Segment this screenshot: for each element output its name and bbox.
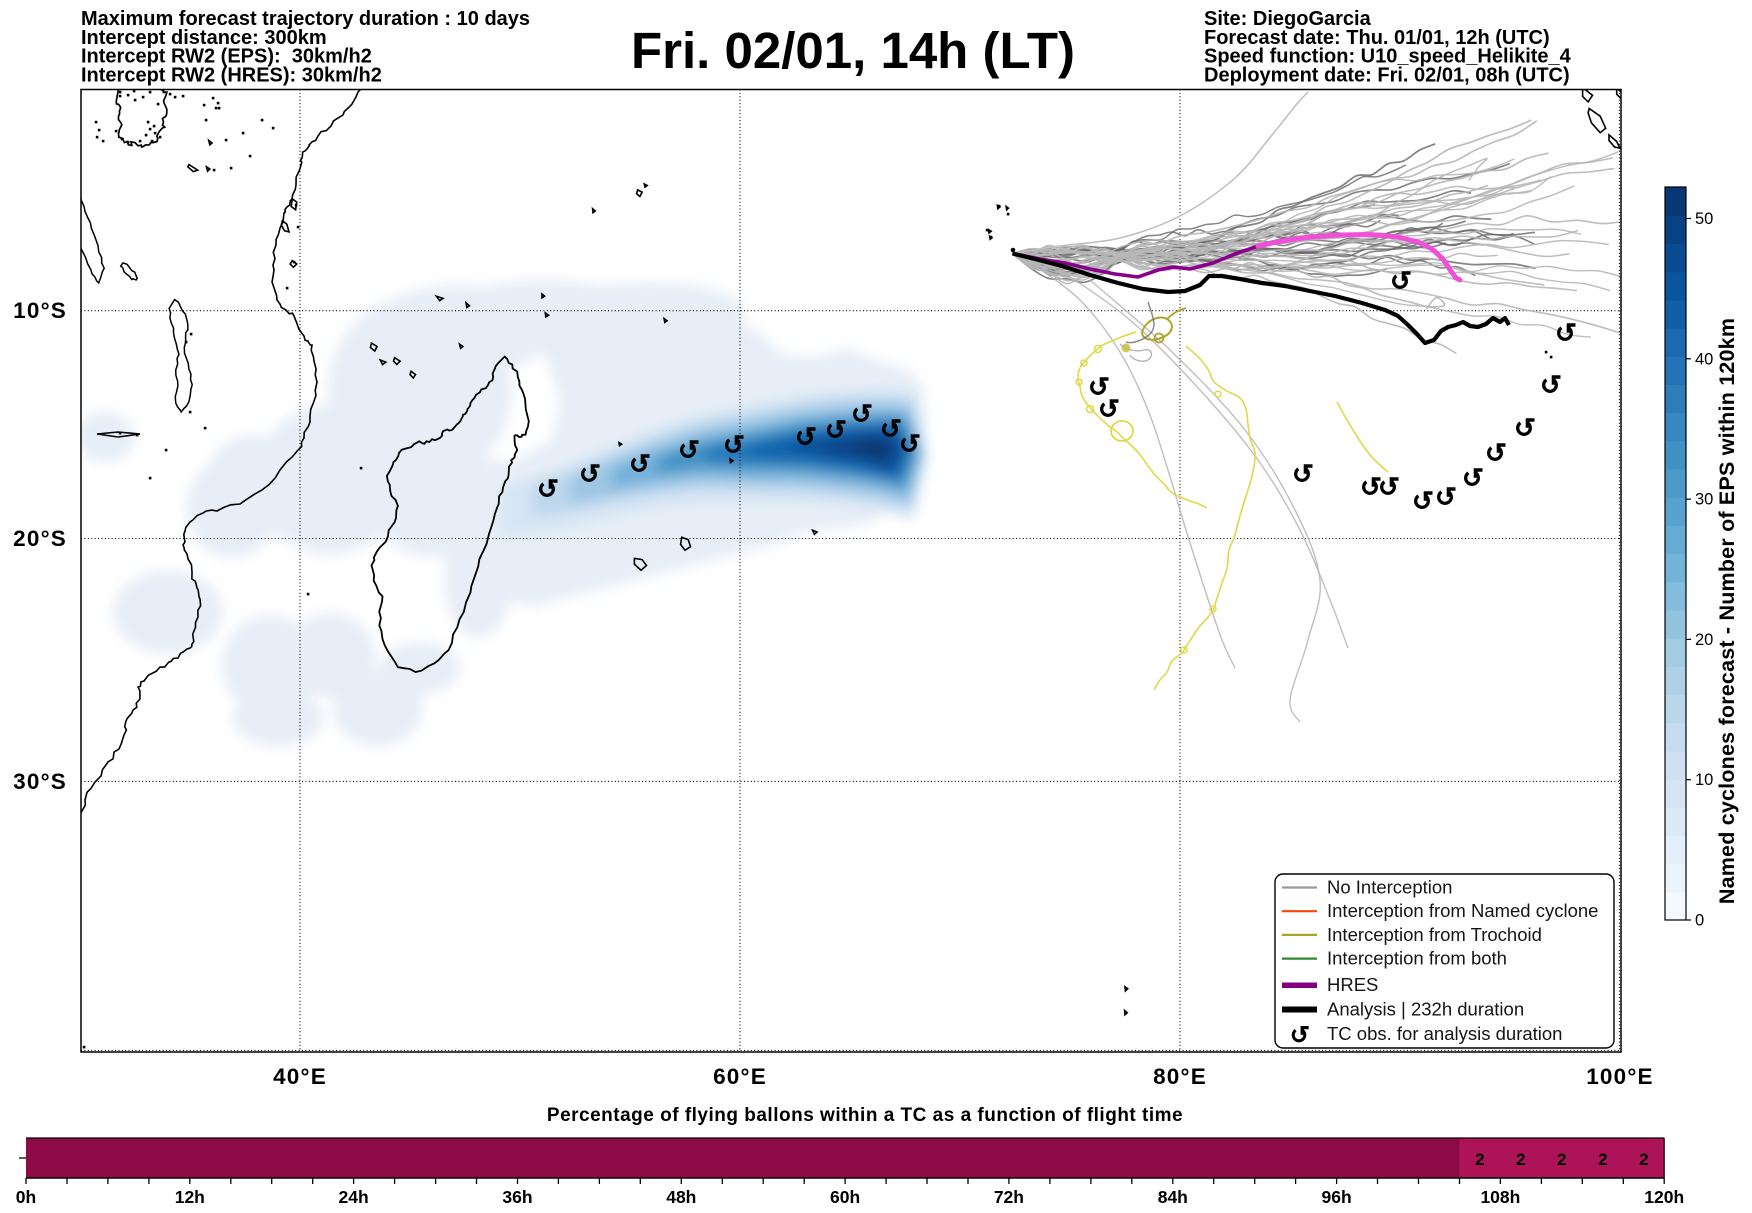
svg-text:Intercept distance: 300km: Intercept distance: 300km: [81, 27, 327, 49]
svg-text:Speed function: U10_speed_Heli: Speed function: U10_speed_Helikite_4: [1204, 46, 1572, 68]
svg-text:Interception from both: Interception from both: [1327, 948, 1507, 969]
svg-text:60°E: 60°E: [713, 1064, 767, 1089]
svg-text:50: 50: [1695, 210, 1713, 228]
svg-text:Named cyclones forecast - Numb: Named cyclones forecast - Number of EPS …: [1715, 318, 1739, 904]
svg-text:2: 2: [1639, 1150, 1648, 1169]
svg-text:10: 10: [1695, 771, 1713, 789]
svg-text:72h: 72h: [994, 1187, 1024, 1207]
svg-text:80°E: 80°E: [1153, 1064, 1207, 1089]
svg-text:Intercept RW2 (HRES): 30km/h2: Intercept RW2 (HRES): 30km/h2: [81, 64, 382, 86]
svg-text:Forecast date: Thu. 01/01, 12h: Forecast date: Thu. 01/01, 12h (UTC): [1204, 27, 1550, 49]
svg-text:20°S: 20°S: [13, 526, 67, 551]
svg-text:120h: 120h: [1644, 1187, 1684, 1207]
svg-text:100°E: 100°E: [1586, 1064, 1654, 1089]
svg-text:84h: 84h: [1158, 1187, 1188, 1207]
svg-text:40: 40: [1695, 350, 1713, 368]
svg-text:60h: 60h: [830, 1187, 860, 1207]
svg-text:12h: 12h: [175, 1187, 205, 1207]
svg-text:108h: 108h: [1480, 1187, 1520, 1207]
svg-text:30°S: 30°S: [13, 769, 67, 794]
svg-text:0h: 0h: [16, 1187, 36, 1207]
svg-text:0: 0: [1695, 912, 1704, 930]
svg-text:24h: 24h: [339, 1187, 369, 1207]
svg-text:Interception from Named cyclon: Interception from Named cyclone: [1327, 900, 1598, 921]
svg-text:Fri. 02/01, 14h (LT): Fri. 02/01, 14h (LT): [631, 22, 1075, 79]
svg-text:Analysis | 232h duration: Analysis | 232h duration: [1327, 999, 1524, 1020]
svg-text:2: 2: [1598, 1150, 1607, 1169]
svg-text:Site: DiegoGarcia: Site: DiegoGarcia: [1204, 8, 1372, 30]
svg-text:36h: 36h: [502, 1187, 532, 1207]
svg-text:No Interception: No Interception: [1327, 877, 1452, 898]
svg-text:Percentage of flying ballons w: Percentage of flying ballons within a TC…: [547, 1105, 1183, 1126]
svg-text:30: 30: [1695, 491, 1713, 509]
svg-text:2: 2: [1557, 1150, 1566, 1169]
svg-text:10°S: 10°S: [13, 298, 67, 323]
svg-text:Intercept RW2 (EPS): 30km/h2: Intercept RW2 (EPS): 30km/h2: [81, 46, 372, 68]
svg-text:40°E: 40°E: [273, 1064, 327, 1089]
svg-text:2: 2: [1516, 1150, 1525, 1169]
svg-text:20: 20: [1695, 631, 1713, 649]
svg-text:48h: 48h: [666, 1187, 696, 1207]
svg-text:Interception from Trochoid: Interception from Trochoid: [1327, 924, 1542, 945]
svg-text:HRES: HRES: [1327, 974, 1378, 995]
svg-text:Maximum forecast trajectory du: Maximum forecast trajectory duration : 1…: [81, 8, 530, 30]
svg-text:TC obs. for analysis duration: TC obs. for analysis duration: [1327, 1023, 1562, 1044]
svg-text:Deployment date: Fri. 02/01, 0: Deployment date: Fri. 02/01, 08h (UTC): [1204, 64, 1570, 86]
svg-text:2: 2: [1475, 1150, 1484, 1169]
svg-text:96h: 96h: [1322, 1187, 1352, 1207]
